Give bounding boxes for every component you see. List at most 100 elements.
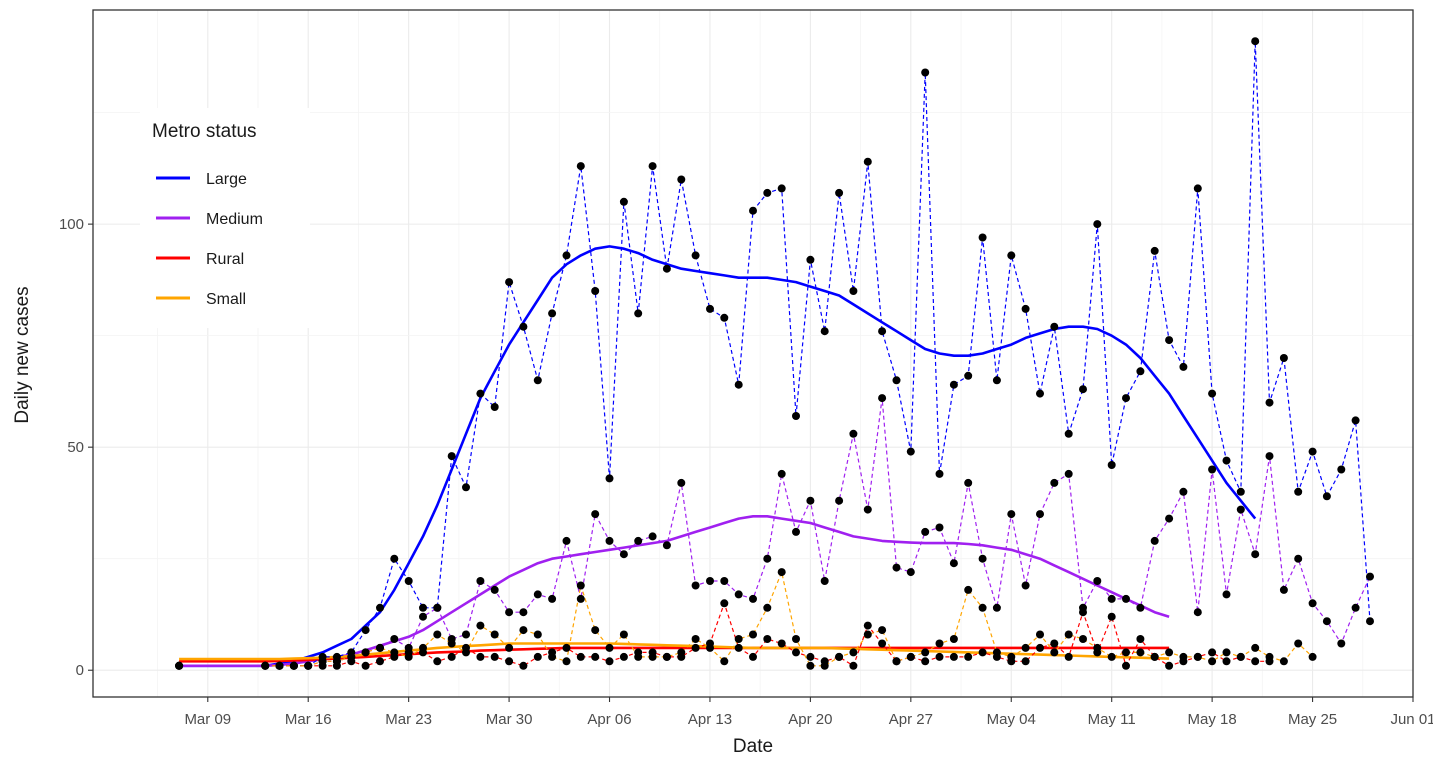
data-point-large xyxy=(1337,465,1346,474)
data-point-large xyxy=(792,412,800,420)
data-point-small xyxy=(289,661,298,670)
data-point-rural xyxy=(792,648,800,657)
data-point-rural xyxy=(1222,657,1231,666)
data-point-small xyxy=(849,648,858,657)
data-point-medium xyxy=(1351,603,1360,612)
data-point-medium xyxy=(1136,603,1145,612)
data-point-small xyxy=(820,661,829,670)
data-point-small xyxy=(505,643,514,652)
data-point-large xyxy=(1050,322,1059,331)
data-point-small xyxy=(1251,643,1260,652)
data-point-large xyxy=(576,162,585,171)
data-point-medium xyxy=(462,630,470,639)
data-point-small xyxy=(390,648,399,657)
data-point-small xyxy=(462,648,470,657)
data-point-small xyxy=(576,581,585,590)
x-tick-label: May 11 xyxy=(1088,711,1136,728)
data-point-large xyxy=(935,469,944,478)
data-point-large xyxy=(906,447,915,456)
data-point-medium xyxy=(892,563,901,572)
data-point-small xyxy=(419,643,427,652)
data-point-large xyxy=(1251,37,1260,46)
data-point-medium xyxy=(490,585,499,594)
data-point-medium xyxy=(878,394,887,403)
data-point-rural xyxy=(562,643,571,652)
data-point-large xyxy=(476,389,485,398)
data-point-large xyxy=(1122,394,1130,403)
data-point-rural xyxy=(734,643,743,652)
data-point-medium xyxy=(519,608,528,617)
data-point-rural xyxy=(376,657,384,666)
x-tick-label: Mar 09 xyxy=(184,711,231,728)
data-point-small xyxy=(332,657,341,666)
data-point-medium xyxy=(720,577,729,585)
data-point-small xyxy=(1236,652,1245,661)
data-point-large xyxy=(849,287,858,295)
data-point-large xyxy=(720,313,729,322)
data-point-medium xyxy=(863,505,872,514)
data-point-small xyxy=(677,648,686,657)
data-point-small xyxy=(1050,648,1059,657)
data-point-medium xyxy=(777,469,786,478)
data-point-rural xyxy=(490,652,499,661)
data-point-small xyxy=(562,657,571,666)
data-point-rural xyxy=(361,661,370,670)
data-point-large xyxy=(978,233,987,242)
data-point-rural xyxy=(1251,657,1260,666)
series-line-medium xyxy=(265,398,1371,667)
x-tick-label: Apr 06 xyxy=(587,711,631,728)
data-point-medium xyxy=(734,590,743,599)
data-point-small xyxy=(964,585,973,594)
data-point-large xyxy=(835,188,844,197)
data-point-rural xyxy=(1208,648,1217,657)
data-point-small xyxy=(361,648,370,657)
data-point-large xyxy=(1136,367,1145,376)
legend-label-large: Large xyxy=(206,171,247,188)
data-point-large xyxy=(677,175,686,184)
data-point-rural xyxy=(763,635,772,643)
data-point-medium xyxy=(548,594,557,603)
data-point-large xyxy=(1222,456,1231,465)
data-point-small xyxy=(720,657,729,666)
data-point-small xyxy=(906,652,915,661)
data-point-rural xyxy=(691,643,700,652)
data-point-large xyxy=(376,603,384,612)
data-point-rural xyxy=(777,639,786,648)
data-point-small xyxy=(749,630,757,639)
x-tick-label: Mar 23 xyxy=(385,711,432,728)
data-point-rural xyxy=(806,652,815,661)
data-point-rural xyxy=(849,661,858,670)
y-tick-label: 100 xyxy=(59,216,84,233)
y-tick-label: 50 xyxy=(67,439,84,456)
data-point-medium xyxy=(763,554,772,563)
series-line-small xyxy=(265,570,1314,667)
data-point-large xyxy=(806,255,815,264)
data-point-medium xyxy=(576,594,585,603)
data-point-medium xyxy=(1279,585,1288,594)
data-point-small xyxy=(1150,652,1159,661)
data-point-rural xyxy=(1122,661,1130,670)
data-point-medium xyxy=(749,594,757,603)
data-point-small xyxy=(878,626,887,635)
x-axis: Mar 09 Mar 16 Mar 23 Mar 30 Apr 06 Apr 13 Apr … xyxy=(184,697,1433,728)
data-point-large xyxy=(1208,389,1217,398)
x-tick-label: Mar 30 xyxy=(486,711,533,728)
data-point-medium xyxy=(1036,510,1044,519)
data-point-rural xyxy=(863,621,872,630)
data-point-small xyxy=(376,643,384,652)
data-point-rural xyxy=(1079,608,1087,617)
data-point-medium xyxy=(1222,590,1231,599)
data-point-small xyxy=(662,652,671,661)
data-point-medium xyxy=(935,523,944,532)
data-point-medium xyxy=(1308,599,1317,608)
data-point-small xyxy=(1093,643,1102,652)
data-point-large xyxy=(1165,336,1174,345)
trend-line-rural xyxy=(179,646,1170,663)
y-axis: 0 50 100 xyxy=(59,216,93,679)
legend-title: Metro status xyxy=(152,121,257,142)
data-point-rural xyxy=(1107,612,1116,621)
data-point-large xyxy=(447,452,456,461)
data-point-medium xyxy=(1150,536,1159,545)
data-point-rural xyxy=(1136,635,1145,643)
data-point-large xyxy=(404,577,413,585)
